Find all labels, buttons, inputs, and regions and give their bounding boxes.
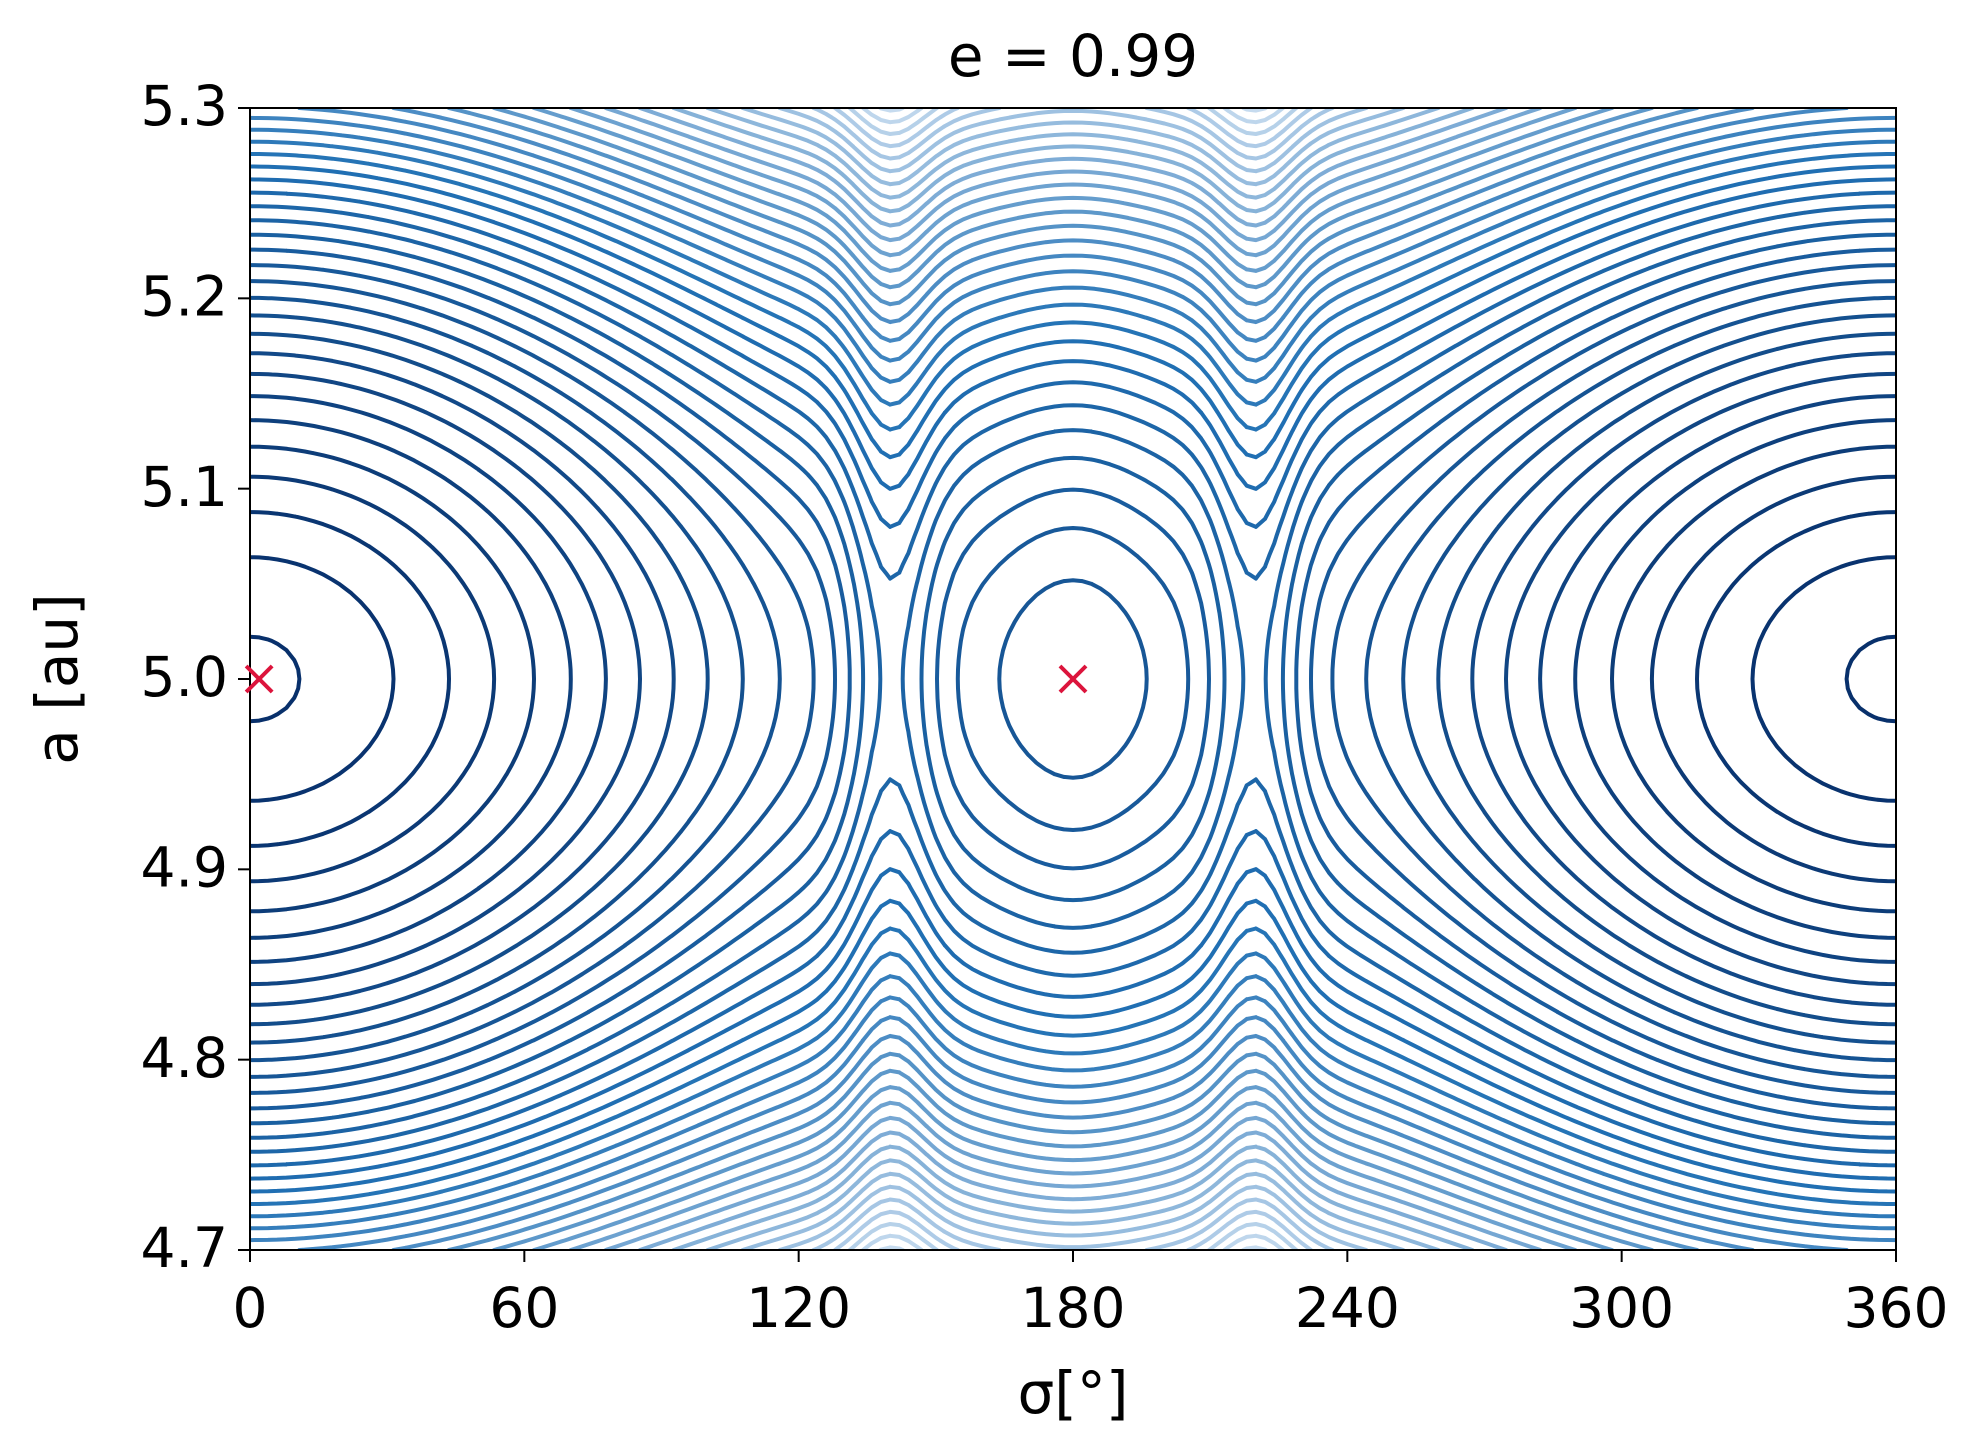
contour-line [250, 394, 1896, 964]
contour-line [250, 177, 1896, 1181]
contour-line [250, 164, 1896, 1194]
contour-line [568, 108, 1578, 1250]
x-tick-label: 0 [233, 1276, 268, 1340]
contour-line [705, 108, 1441, 1250]
contour-line [532, 108, 1614, 1250]
y-tick-label: 4.7 [141, 1216, 228, 1280]
y-tick-label: 5.2 [141, 264, 228, 328]
contour-line [250, 474, 1896, 884]
x-tick-label: 60 [489, 1276, 559, 1340]
contour-line [250, 190, 1896, 1168]
contour-line [250, 115, 1896, 1243]
x-tick-label: 300 [1569, 1276, 1674, 1340]
contour-line [847, 108, 1299, 1250]
contour-line [250, 218, 1896, 1140]
contour-line [250, 371, 1896, 987]
contour-line [250, 351, 1896, 1007]
contour-line [250, 139, 1896, 1219]
y-tick-label: 5.1 [141, 455, 228, 519]
y-axis-label: a [au] [23, 593, 91, 765]
y-tick-label: 5.0 [141, 645, 228, 709]
marker [1058, 664, 1088, 694]
x-tick-label: 240 [1295, 1276, 1400, 1340]
contour-line [250, 232, 1896, 1126]
contour-line [671, 108, 1475, 1250]
contour-line [250, 127, 1896, 1231]
y-tick-label: 5.3 [141, 74, 228, 138]
contour-line [250, 555, 1896, 803]
contour-line [250, 295, 1896, 1063]
contour-line [861, 108, 1285, 1250]
contour-line [250, 279, 1896, 1079]
y-tick-label: 4.9 [141, 835, 228, 899]
x-tick-label: 120 [746, 1276, 851, 1340]
chart-title: e = 0.99 [948, 22, 1198, 90]
contour-line [250, 418, 1896, 940]
x-axis-label: σ[°] [1017, 1359, 1128, 1427]
contour-line [250, 331, 1896, 1027]
contour-line [250, 204, 1896, 1154]
x-tick-label: 180 [1021, 1276, 1126, 1340]
contour-line [250, 444, 1896, 914]
marker [244, 664, 274, 694]
x-tick-label: 360 [1844, 1276, 1949, 1340]
contour-line [250, 634, 1896, 724]
y-tick-label: 4.8 [141, 1026, 228, 1090]
contour-line [250, 313, 1896, 1045]
contour-line [250, 152, 1896, 1206]
contour-line [250, 510, 1896, 848]
contour-line [250, 263, 1896, 1095]
contour-line [250, 247, 1896, 1111]
